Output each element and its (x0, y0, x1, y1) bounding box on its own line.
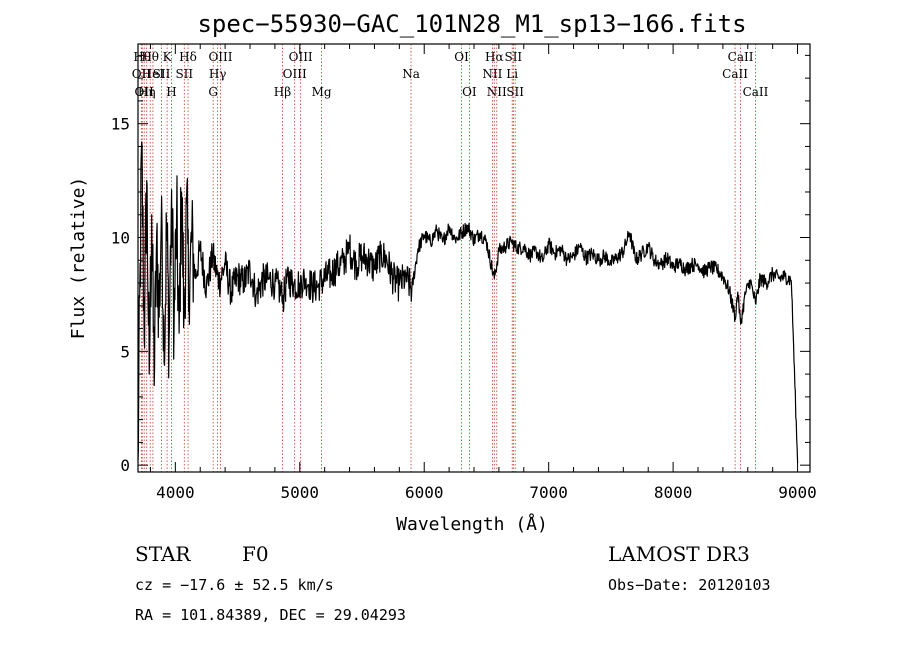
line-marker-label: Hθ (141, 50, 159, 64)
x-tick-label: 5000 (281, 483, 320, 502)
coordinates: RA = 101.84389, DEC = 29.04293 (135, 606, 406, 624)
line-marker-label: OII (132, 67, 152, 81)
chart-title: spec−55930−GAC_101N28_M1_sp13−166.fits (197, 10, 746, 38)
line-marker-label: G (208, 85, 218, 99)
line-marker-label: Hη (138, 85, 156, 99)
line-marker-label: OIII (289, 50, 313, 64)
x-axis-label: Wavelength (Å) (396, 513, 548, 535)
y-tick-label: 15 (111, 115, 130, 134)
line-marker-label: HeI (142, 67, 165, 81)
line-marker-label: Na (402, 67, 420, 81)
plot-frame (137, 43, 811, 473)
line-marker-label: SII (175, 67, 193, 81)
line-marker-label: OI (462, 85, 477, 99)
survey-name: LAMOST DR3 (608, 542, 750, 566)
y-axis-ticks: 0 5 10 15 (111, 54, 810, 475)
line-marker-label: Hα (485, 50, 504, 64)
line-marker-label: Mg (312, 85, 332, 99)
line-marker-label: SII (504, 50, 522, 64)
line-marker-label: Hβ (274, 85, 291, 99)
y-tick-label: 10 (111, 229, 130, 248)
y-tick-label: 0 (120, 456, 130, 475)
x-tick-label: 9000 (778, 483, 817, 502)
x-tick-label: 4000 (156, 483, 195, 502)
line-marker-label: CaII (722, 67, 748, 81)
line-marker-label: OII (135, 85, 155, 99)
x-axis-ticks: 4000 5000 6000 7000 8000 9000 (149, 44, 817, 502)
line-marker-label: NII (487, 85, 507, 99)
redshift-velocity: cz = −17.6 ± 52.5 km/s (135, 576, 334, 594)
line-marker-label: CaII (743, 85, 769, 99)
spectral-subclass: F0 (242, 542, 269, 566)
object-class: STAR (135, 542, 191, 566)
line-marker-label: SII (153, 67, 171, 81)
line-marker-label: Li (506, 67, 518, 81)
line-marker-label: Hγ (209, 67, 227, 81)
line-marker-label: SII (506, 85, 524, 99)
line-marker-label: NII (482, 67, 502, 81)
x-tick-label: 8000 (654, 483, 693, 502)
line-marker-label: OI (454, 50, 469, 64)
y-axis-label: Flux (relative) (68, 177, 89, 340)
line-marker-label: CaII (728, 50, 754, 64)
line-markers (140, 44, 756, 472)
line-marker-label: OIII (283, 67, 307, 81)
x-tick-label: 6000 (405, 483, 444, 502)
observation-date: Obs−Date: 20120103 (608, 576, 771, 594)
line-marker-label: OIII (208, 50, 232, 64)
line-marker-label: H (166, 85, 176, 99)
spectrum-line (137, 141, 799, 463)
line-marker-label: K (163, 50, 173, 64)
x-tick-label: 7000 (529, 483, 568, 502)
y-tick-label: 5 (120, 342, 130, 361)
line-marker-label: Hδ (179, 50, 197, 64)
line-marker-labels: OIIHθOIIHηHθHeISIIKHSIIHδGHγOIIIHβOIIIOI… (132, 50, 769, 99)
